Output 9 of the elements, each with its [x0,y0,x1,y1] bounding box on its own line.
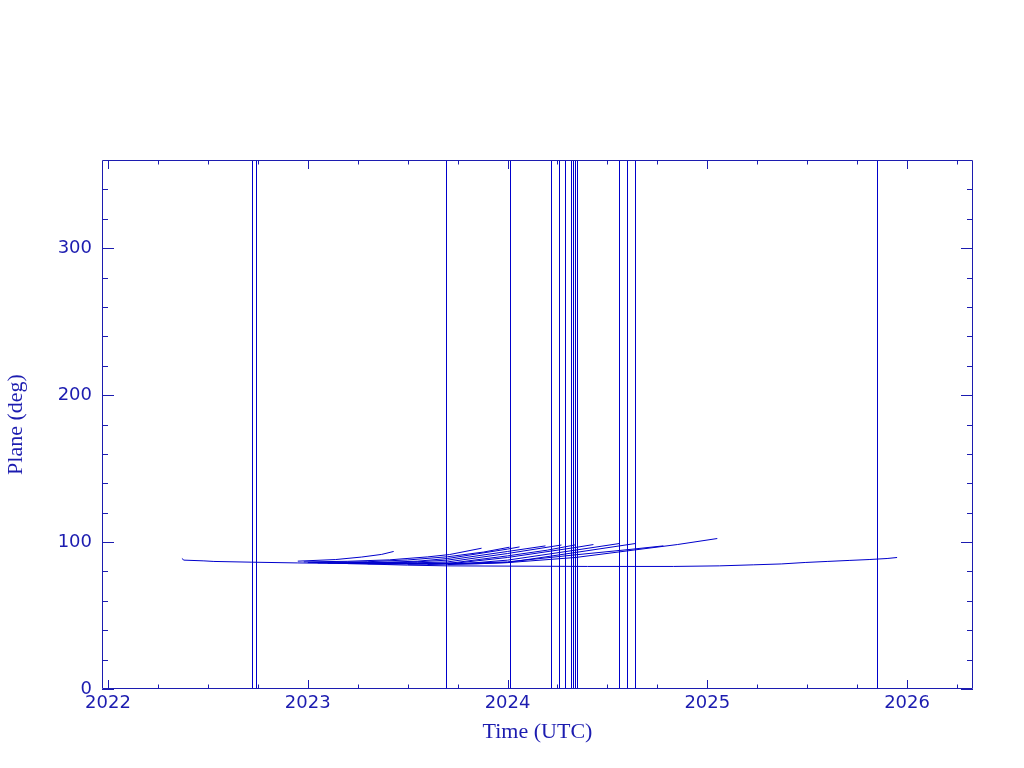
y-tick-label: 300 [57,235,92,257]
x-tick-label: 2025 [684,691,731,713]
x-tick-label: 2024 [484,691,531,713]
y-tick-label: 200 [57,382,92,404]
x-tick-label: 2023 [284,691,331,713]
y-tick-label: 100 [57,529,92,551]
y-axis-title: Plane (deg) [1,374,27,475]
x-tick-label: 2026 [884,691,930,713]
x-axis-title: Time (UTC) [482,717,593,743]
